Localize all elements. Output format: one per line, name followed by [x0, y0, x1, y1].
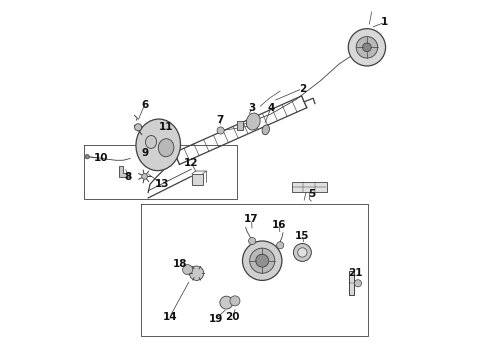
Text: 5: 5 [308, 189, 315, 199]
Ellipse shape [158, 139, 174, 157]
Bar [292, 182, 327, 192]
Circle shape [85, 154, 89, 159]
Circle shape [356, 37, 378, 58]
Circle shape [276, 242, 284, 249]
Text: 19: 19 [208, 314, 223, 324]
Ellipse shape [146, 135, 157, 148]
Text: 14: 14 [162, 312, 177, 322]
Circle shape [256, 254, 269, 267]
Bar [237, 121, 243, 130]
Text: 10: 10 [94, 153, 108, 163]
Circle shape [190, 266, 204, 280]
Circle shape [243, 241, 282, 280]
Circle shape [142, 174, 147, 179]
Circle shape [217, 127, 224, 134]
Text: 2: 2 [299, 84, 306, 94]
Circle shape [348, 29, 386, 66]
Text: 13: 13 [154, 179, 169, 189]
Text: 4: 4 [267, 103, 274, 113]
Circle shape [230, 296, 240, 306]
Text: 15: 15 [295, 231, 310, 240]
Circle shape [248, 237, 256, 244]
Text: 20: 20 [225, 312, 240, 322]
Text: 7: 7 [216, 115, 223, 125]
Text: 3: 3 [248, 103, 256, 113]
Circle shape [363, 43, 371, 51]
Text: 6: 6 [141, 100, 148, 110]
Text: 18: 18 [173, 259, 188, 269]
Text: 12: 12 [184, 158, 198, 168]
Circle shape [294, 243, 311, 261]
Ellipse shape [136, 119, 180, 171]
Circle shape [135, 124, 142, 131]
Text: 8: 8 [125, 172, 132, 182]
Circle shape [183, 265, 193, 275]
Bar [192, 174, 203, 185]
Circle shape [250, 248, 275, 273]
Text: 11: 11 [159, 122, 173, 132]
Ellipse shape [246, 113, 260, 130]
Ellipse shape [262, 125, 270, 135]
Text: 9: 9 [142, 148, 149, 158]
Polygon shape [120, 166, 130, 177]
Circle shape [354, 280, 362, 287]
Text: 17: 17 [244, 215, 259, 224]
Text: 21: 21 [348, 267, 363, 278]
Circle shape [220, 296, 233, 309]
Circle shape [298, 248, 307, 257]
Text: 16: 16 [272, 220, 286, 230]
Text: 1: 1 [381, 17, 389, 27]
Bar [349, 271, 354, 296]
